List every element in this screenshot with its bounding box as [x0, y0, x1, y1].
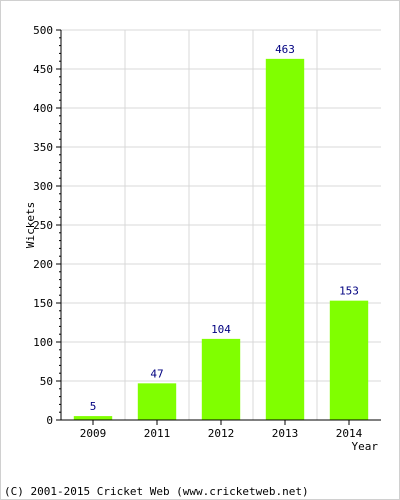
x-tick-label-2009: 2009 [80, 427, 107, 440]
x-tick-label-2012: 2012 [208, 427, 235, 440]
y-tick-label: 450 [33, 63, 53, 76]
x-tick-label-2011: 2011 [144, 427, 171, 440]
y-tick-label: 150 [33, 297, 53, 310]
y-tick-label: 100 [33, 336, 53, 349]
x-axis-title: Year [352, 440, 379, 453]
y-tick-label: 300 [33, 180, 53, 193]
data-label-2009: 5 [90, 400, 97, 413]
data-label-2013: 463 [275, 43, 295, 56]
data-labels: 5 47 104 463 153 [90, 43, 359, 413]
copyright-text: (C) 2001-2015 Cricket Web (www.cricketwe… [4, 485, 309, 498]
y-tick-label: 200 [33, 258, 53, 271]
bar-2014 [329, 300, 369, 420]
bar-2013 [265, 58, 305, 421]
y-axis-title: Wickets [24, 202, 37, 248]
y-axis-ticks: 0 50 100 150 200 250 300 350 400 450 500 [33, 24, 61, 427]
x-tick-label-2014: 2014 [336, 427, 363, 440]
data-label-2014: 153 [339, 285, 359, 298]
bars [73, 58, 369, 421]
y-tick-label: 250 [33, 219, 53, 232]
bar-2012 [201, 338, 241, 420]
y-tick-label: 0 [46, 414, 53, 427]
x-tick-label-2013: 2013 [272, 427, 299, 440]
grid-lines [61, 29, 381, 420]
y-tick-label: 350 [33, 141, 53, 154]
bar-2009 [73, 416, 113, 420]
data-label-2011: 47 [150, 367, 163, 380]
x-axis-ticks: 2009 2011 2012 2013 2014 [80, 420, 363, 440]
y-tick-label: 50 [40, 375, 53, 388]
data-label-2012: 104 [211, 323, 231, 336]
y-tick-label: 500 [33, 24, 53, 37]
bar-2011 [137, 383, 177, 420]
y-tick-label: 400 [33, 102, 53, 115]
